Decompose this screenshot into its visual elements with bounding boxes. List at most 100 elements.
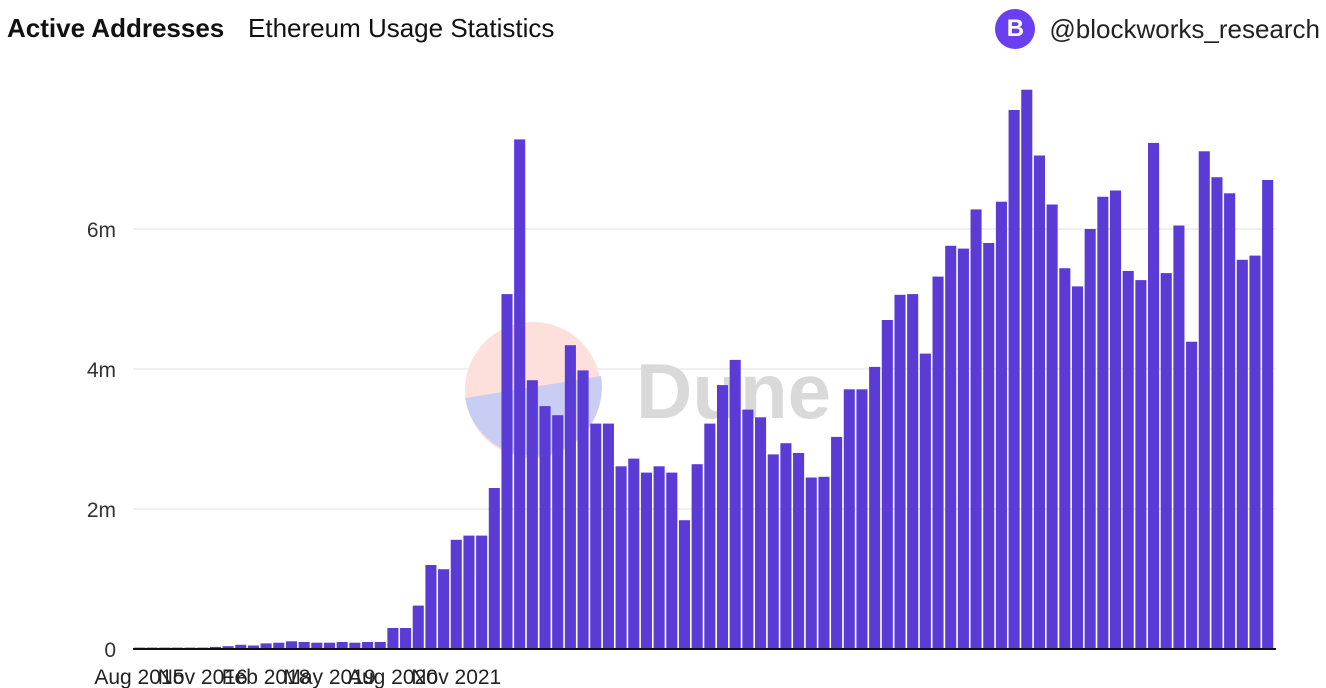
x-tick-label: Aug 2015 (94, 666, 184, 688)
chart-title: Active Addresses (7, 13, 225, 43)
logo-letter: B (1006, 15, 1025, 42)
bar[interactable] (1160, 273, 1172, 649)
bar[interactable] (1046, 204, 1058, 650)
bar[interactable] (793, 453, 805, 649)
bar[interactable] (755, 417, 767, 649)
bar[interactable] (602, 423, 614, 649)
x-tick-label: Aug 2020 (348, 666, 438, 688)
bar[interactable] (1211, 177, 1223, 649)
bar[interactable] (805, 477, 817, 650)
bar[interactable] (856, 389, 868, 649)
bar[interactable] (653, 466, 665, 649)
bar[interactable] (311, 642, 323, 649)
bar[interactable] (780, 443, 792, 649)
bar[interactable] (640, 472, 652, 649)
bar[interactable] (273, 642, 285, 649)
bar[interactable] (1084, 229, 1096, 649)
bar[interactable] (590, 423, 602, 649)
bar[interactable] (400, 628, 412, 649)
y-tick-label: 2m (87, 499, 116, 522)
bar[interactable] (894, 294, 906, 649)
bar[interactable] (450, 539, 462, 649)
bar[interactable] (235, 644, 247, 649)
account-handle[interactable]: @blockworks_research (1049, 13, 1320, 44)
x-tick-label: Nov 2021 (411, 666, 501, 688)
bar[interactable] (1059, 268, 1071, 649)
bar[interactable] (945, 245, 957, 650)
bar[interactable] (1224, 193, 1236, 650)
bar[interactable] (1262, 180, 1274, 649)
bar[interactable] (1033, 155, 1045, 650)
x-tick-label: Feb 2018 (222, 666, 311, 688)
bar[interactable] (1148, 142, 1160, 649)
bar[interactable] (843, 389, 855, 649)
bar[interactable] (387, 628, 399, 649)
chart-subtitle: Ethereum Usage Statistics (248, 13, 555, 43)
bar[interactable] (374, 642, 386, 649)
bar[interactable] (932, 276, 944, 649)
bar[interactable] (285, 641, 298, 649)
bar[interactable] (970, 209, 982, 649)
bar[interactable] (463, 535, 475, 649)
bar[interactable] (1173, 225, 1185, 650)
bar[interactable] (476, 535, 488, 649)
bar[interactable] (881, 320, 893, 649)
bar[interactable] (716, 385, 729, 649)
x-tick-label: Nov 2016 (158, 666, 248, 688)
bar[interactable] (1071, 286, 1084, 649)
bar[interactable] (704, 423, 716, 649)
bar[interactable] (1236, 259, 1248, 649)
bar[interactable] (438, 569, 450, 649)
bar[interactable] (209, 646, 221, 649)
bar[interactable] (666, 472, 678, 649)
bar[interactable] (628, 458, 640, 649)
bar[interactable] (1109, 190, 1122, 650)
bar[interactable] (552, 415, 564, 649)
bar[interactable] (323, 642, 336, 649)
bar[interactable] (818, 476, 830, 649)
bar[interactable] (729, 359, 741, 649)
bar[interactable] (362, 642, 374, 649)
bar[interactable] (564, 345, 576, 649)
bar[interactable] (336, 642, 348, 649)
bar[interactable] (425, 565, 437, 649)
bar[interactable] (1008, 110, 1020, 649)
bar[interactable] (222, 646, 234, 649)
bar[interactable] (831, 436, 843, 649)
bar[interactable] (957, 248, 969, 649)
y-tick-label: 6m (87, 219, 116, 242)
bar[interactable] (907, 294, 919, 649)
bar[interactable] (678, 520, 691, 649)
bar[interactable] (526, 380, 538, 649)
bar[interactable] (298, 642, 310, 649)
bar[interactable] (995, 201, 1007, 649)
bar[interactable] (1135, 280, 1147, 649)
bar[interactable] (742, 409, 754, 649)
blockworks-logo-icon: B (995, 9, 1036, 49)
bar[interactable] (247, 645, 259, 650)
bar[interactable] (1021, 89, 1033, 649)
bar[interactable] (919, 353, 931, 649)
bar[interactable] (349, 642, 361, 649)
bar[interactable] (615, 466, 627, 649)
bar[interactable] (983, 243, 995, 649)
y-tick-label: 0 (104, 639, 116, 662)
bar[interactable] (488, 488, 500, 649)
bar[interactable] (514, 139, 526, 649)
bar[interactable] (260, 643, 272, 649)
bar[interactable] (1186, 341, 1198, 649)
bar[interactable] (501, 294, 513, 649)
bar[interactable] (1249, 255, 1261, 649)
bar[interactable] (767, 454, 779, 649)
bar[interactable] (539, 406, 551, 649)
bar[interactable] (869, 366, 881, 649)
bar[interactable] (691, 464, 703, 649)
bar[interactable] (1097, 196, 1109, 650)
brand[interactable]: B @blockworks_research (995, 9, 1320, 49)
x-tick-label: May 2019 (283, 666, 375, 688)
bar[interactable] (1198, 151, 1210, 650)
bar[interactable] (1122, 271, 1134, 649)
bar[interactable] (577, 370, 589, 649)
bar[interactable] (412, 605, 424, 649)
